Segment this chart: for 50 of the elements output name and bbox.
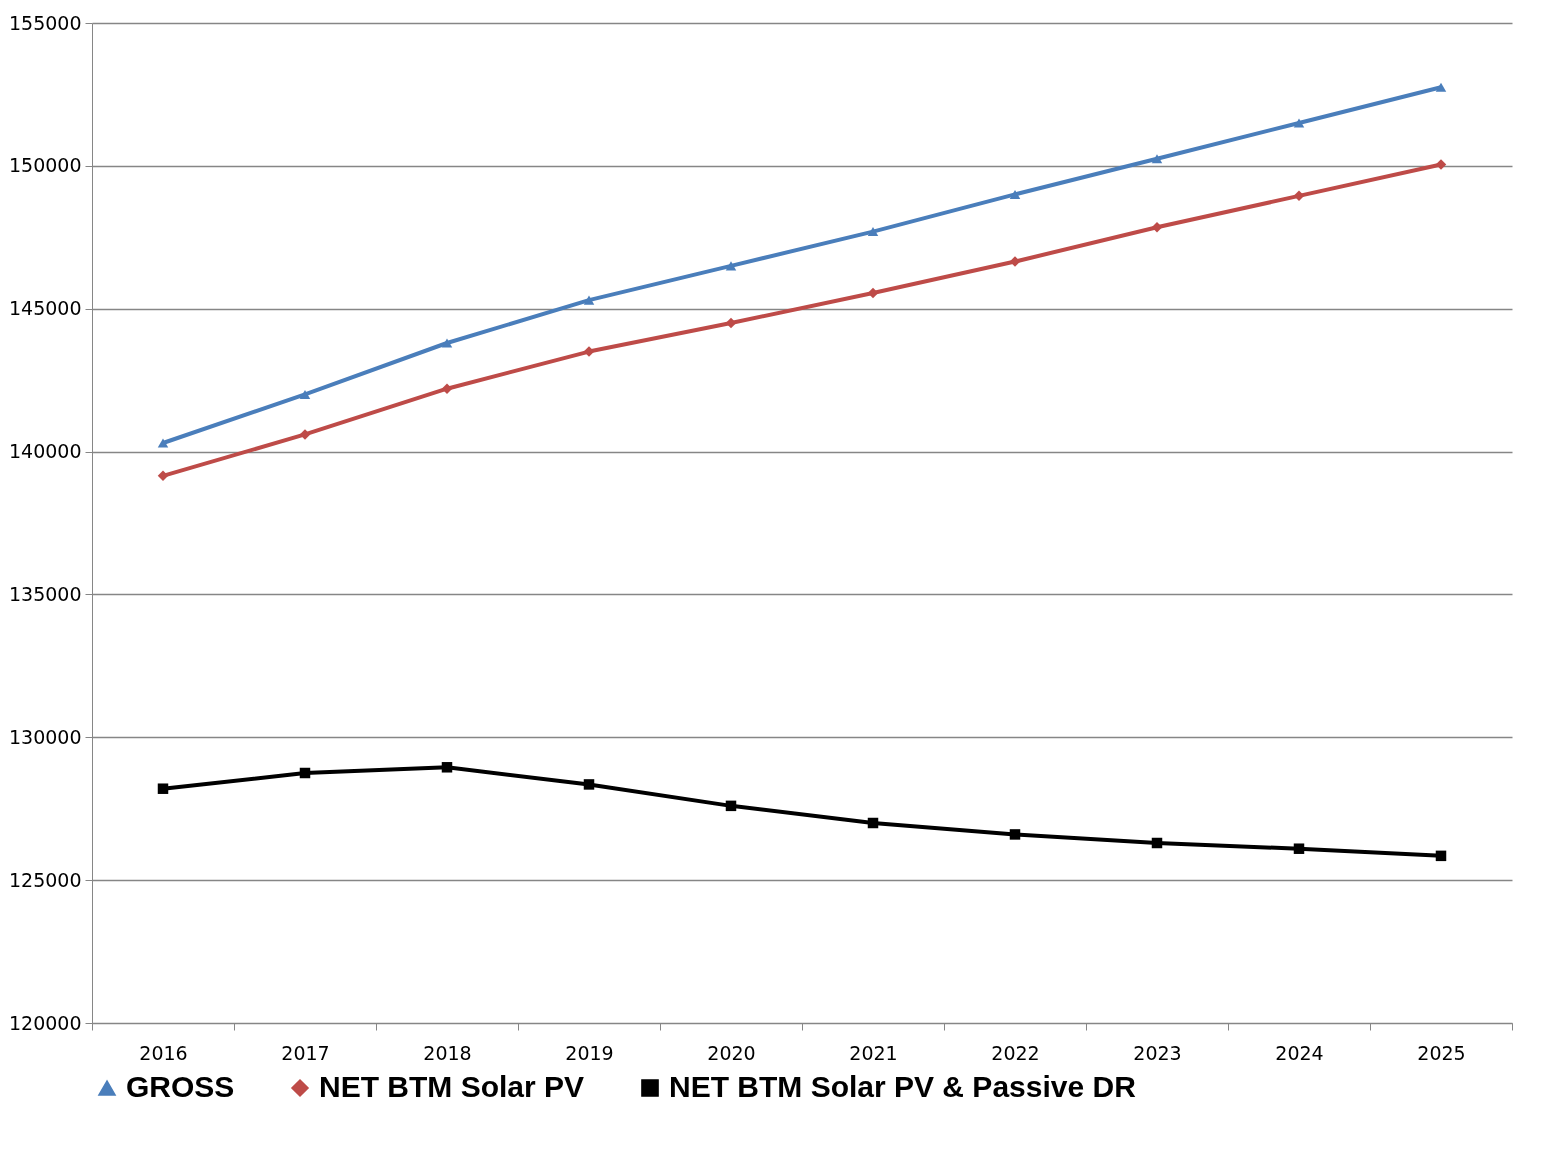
y-tick-label: 130000 (8, 725, 82, 748)
y-tick-label: 140000 (8, 440, 82, 463)
x-tick-label: 2022 (991, 1041, 1040, 1064)
point (299, 389, 311, 399)
point (299, 429, 311, 440)
point (725, 261, 737, 271)
legend-label: NET BTM Solar PV & Passive DR (669, 1070, 1137, 1103)
point (1151, 222, 1163, 233)
point (1009, 256, 1021, 267)
point (441, 383, 453, 394)
point (867, 287, 879, 299)
point (157, 783, 169, 794)
y-tick-label: 145000 (8, 297, 82, 320)
x-tick-label: 2018 (423, 1041, 472, 1064)
point (1293, 843, 1305, 854)
point (157, 438, 169, 448)
x-tick-label: 2019 (565, 1041, 614, 1064)
point (867, 817, 879, 829)
legend-label: GROSS (126, 1070, 235, 1103)
y-tick-label: 125000 (8, 868, 82, 891)
y-tick-label: 135000 (8, 582, 82, 605)
point (1293, 118, 1305, 128)
point (299, 767, 311, 779)
point (583, 346, 595, 357)
x-tick-label: 2016 (139, 1041, 188, 1064)
x-tick-label: 2024 (1275, 1041, 1324, 1064)
x-tick-label: 2020 (707, 1041, 756, 1064)
point (1151, 837, 1163, 849)
point (157, 470, 169, 482)
x-tick-label: 2021 (849, 1041, 898, 1064)
point (1435, 159, 1447, 170)
point (1151, 154, 1163, 164)
point (867, 227, 879, 237)
x-tick-label: 2017 (281, 1041, 330, 1064)
point (725, 800, 737, 812)
point (583, 295, 595, 305)
point (1009, 829, 1021, 840)
point (1293, 190, 1305, 202)
legend-label: NET BTM Solar PV (319, 1070, 585, 1103)
point (583, 779, 595, 790)
y-tick-label: 150000 (8, 154, 82, 177)
point (1435, 82, 1447, 92)
point (441, 762, 453, 773)
point (1009, 189, 1021, 199)
point (441, 338, 453, 348)
y-tick-label: 120000 (8, 1011, 82, 1034)
x-tick-label: 2025 (1417, 1041, 1466, 1064)
y-tick-label: 155000 (8, 11, 82, 34)
x-tick-label: 2023 (1133, 1041, 1182, 1064)
point (1435, 850, 1447, 862)
